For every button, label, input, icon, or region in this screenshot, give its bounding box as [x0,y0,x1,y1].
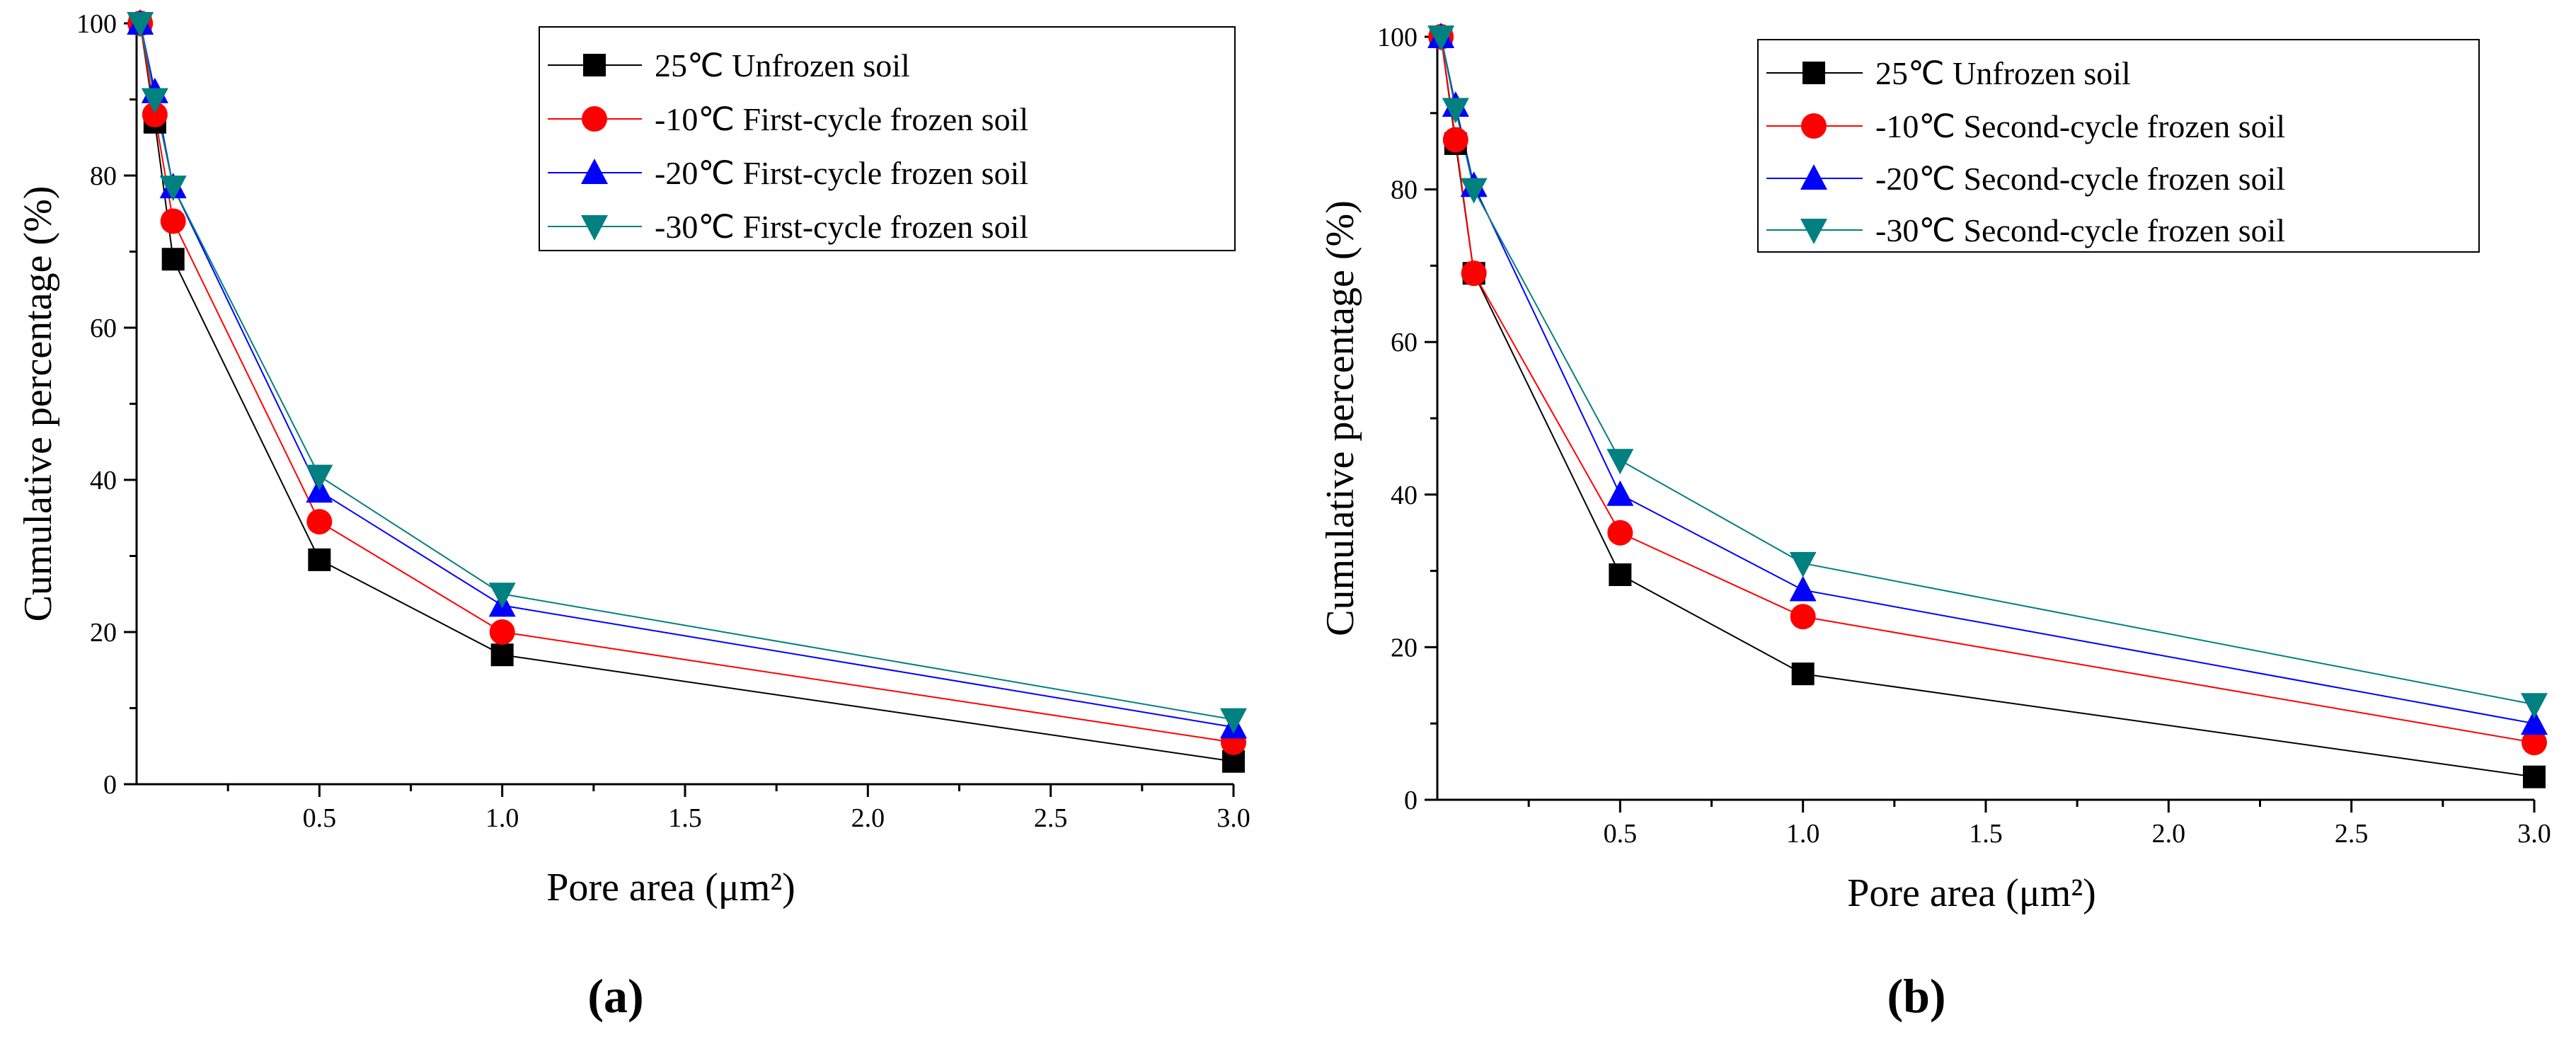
data-point-series-3 [1460,178,1488,204]
data-point-series-3 [127,12,154,38]
x-tick-label: 0.5 [303,803,337,833]
panel-label-b: (b) [1887,969,1945,1023]
y-tick-label: 40 [90,466,117,495]
x-tick-label: 1.5 [1969,819,2003,849]
series-line-2 [139,23,1234,728]
legend-entry: -10℃ First-cycle frozen soil [655,101,1028,137]
legend-marker [1800,164,1827,190]
data-point-series-0 [490,643,514,667]
y-tick-label: 100 [1377,23,1418,52]
x-tick-label: 2.5 [1034,803,1068,833]
x-tick-label: 3.0 [2517,819,2551,849]
x-tick-label: 2.0 [2152,819,2186,849]
x-tick-label: 3.0 [1217,803,1250,833]
data-point-series-3 [488,582,516,609]
data-point-series-3 [306,464,333,490]
data-point-series-0 [2523,765,2546,788]
data-point-series-1 [1461,260,1487,287]
y-tick-label: 60 [1391,328,1418,357]
chart-panel-b: 0 20 40 60 80 100 0.5 1.0 1.5 2.0 2.5 3.0 25℃ Unfroz… [1318,23,2551,1023]
data-point-series-1 [489,619,515,645]
legend-entry: 25℃ Unfrozen soil [1875,55,2131,91]
data-point-series-0 [1609,563,1632,586]
legend-entry: -20℃ Second-cycle frozen soil [1875,161,2285,197]
legend-marker [581,159,608,184]
legend-entry: -30℃ Second-cycle frozen soil [1875,212,2285,248]
y-tick-label: 20 [1391,633,1418,662]
legend-marker [1801,113,1827,139]
legend-entry: -20℃ First-cycle frozen soil [655,155,1028,191]
legend-marker [1800,219,1827,244]
data-point-series-1 [306,509,333,535]
data-point-series-2 [1789,575,1817,602]
panel-label-a: (a) [587,969,643,1023]
x-tick-label: 2.5 [2335,819,2369,849]
data-point-series-1 [142,102,168,127]
y-tick-label: 80 [90,161,117,191]
legend-marker [1802,62,1825,84]
legend: 25℃ Unfrozen soil -10℃ First-cycle frozen… [539,26,1236,251]
legend-entry: 25℃ Unfrozen soil [655,47,910,84]
data-point-series-3 [1442,98,1469,124]
data-point-series-3 [1220,708,1247,734]
data-point-series-1 [1607,520,1633,546]
data-point-series-1 [1790,604,1816,630]
data-point-series-0 [308,548,331,571]
data-point-series-3 [2521,693,2548,719]
x-axis-title: Pore area (μm²) [1847,871,2096,915]
legend-marker [582,106,607,132]
x-axis-title: Pore area (μm²) [546,866,795,909]
legend-marker [583,54,606,76]
y-tick-label: 100 [76,9,117,39]
y-tick-label: 60 [90,314,117,343]
legend-box [539,26,1236,251]
data-point-series-3 [1789,551,1817,578]
legend-entry: -30℃ First-cycle frozen soil [655,209,1028,245]
x-tick-label: 0.5 [1604,819,1638,849]
data-point-series-3 [1427,25,1455,51]
y-tick-label: 20 [90,618,117,648]
data-point-series-0 [161,248,185,271]
x-tick-label: 1.0 [1786,819,1820,849]
y-axis-title: Cumulative percentage (%) [1318,200,1362,636]
legend: 25℃ Unfrozen soil -10℃ Second-cycle froze… [1757,39,2480,253]
data-point-series-0 [1791,662,1815,686]
y-tick-label: 0 [1404,786,1418,815]
legend-entry: -10℃ Second-cycle frozen soil [1875,108,2285,144]
y-axis-title: Cumulative percentage (%) [16,186,60,622]
x-tick-label: 1.5 [668,803,702,833]
data-point-series-3 [1606,449,1634,475]
data-point-series-1 [2522,730,2547,756]
y-tick-label: 0 [103,770,117,800]
data-point-series-2 [1606,480,1634,506]
legend-marker [581,215,608,241]
data-point-series-1 [160,208,186,234]
series-line-1 [1440,36,2535,744]
y-tick-label: 40 [1391,481,1418,510]
x-tick-label: 1.0 [485,803,519,833]
data-point-series-3 [141,88,168,114]
data-point-series-3 [159,176,187,202]
y-tick-label: 80 [1391,176,1418,205]
data-point-series-2 [2521,709,2548,735]
chart-panel-a: 0 20 40 60 80 100 0.5 1.0 1.5 2.0 2.5 3.0 25℃ Unfroz… [16,9,1250,1023]
data-point-series-1 [1442,127,1468,153]
x-tick-label: 2.0 [851,803,885,833]
legend-box [1757,39,2480,253]
